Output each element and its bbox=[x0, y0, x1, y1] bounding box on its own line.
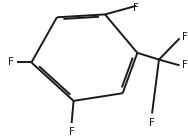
Text: F: F bbox=[69, 127, 75, 137]
Text: F: F bbox=[133, 3, 139, 13]
Text: F: F bbox=[149, 118, 155, 128]
Text: F: F bbox=[181, 31, 187, 42]
Text: F: F bbox=[181, 60, 187, 70]
Text: F: F bbox=[8, 57, 14, 67]
